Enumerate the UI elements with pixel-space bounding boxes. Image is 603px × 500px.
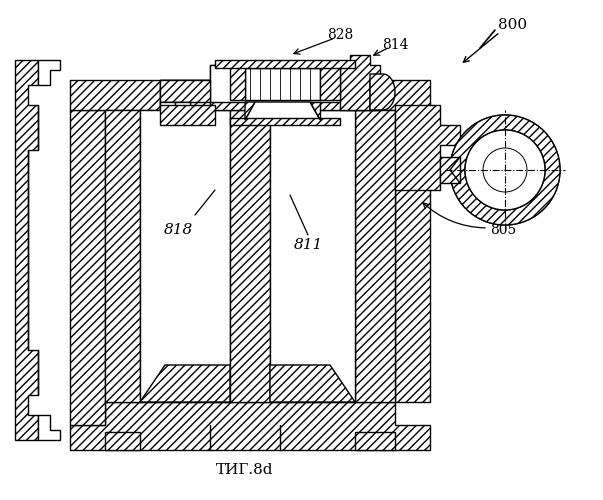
Text: 814: 814 <box>382 38 408 52</box>
Polygon shape <box>245 102 255 120</box>
Text: 800: 800 <box>499 18 528 32</box>
Polygon shape <box>310 102 320 120</box>
Polygon shape <box>15 60 38 440</box>
Polygon shape <box>245 68 320 100</box>
Polygon shape <box>105 432 140 450</box>
Polygon shape <box>140 365 230 402</box>
Polygon shape <box>105 110 140 402</box>
Text: 811: 811 <box>294 238 323 252</box>
Polygon shape <box>70 80 430 110</box>
Polygon shape <box>320 65 340 100</box>
Polygon shape <box>440 157 460 183</box>
Polygon shape <box>395 105 460 190</box>
Polygon shape <box>70 110 105 425</box>
Polygon shape <box>38 60 60 85</box>
Polygon shape <box>270 110 355 402</box>
Polygon shape <box>355 110 395 402</box>
Polygon shape <box>370 80 395 110</box>
Polygon shape <box>230 65 245 100</box>
Text: ΤИГ.8d: ΤИГ.8d <box>216 463 274 477</box>
Polygon shape <box>270 365 355 402</box>
Polygon shape <box>160 65 380 110</box>
Circle shape <box>483 148 527 192</box>
Circle shape <box>450 115 560 225</box>
Polygon shape <box>355 432 395 450</box>
Wedge shape <box>450 115 560 225</box>
Polygon shape <box>160 102 215 125</box>
Polygon shape <box>140 110 230 402</box>
Text: 818: 818 <box>163 223 192 237</box>
Circle shape <box>465 130 545 210</box>
Polygon shape <box>230 110 270 402</box>
Polygon shape <box>38 415 60 440</box>
Polygon shape <box>70 402 430 450</box>
Polygon shape <box>215 60 355 68</box>
Polygon shape <box>210 65 340 102</box>
Polygon shape <box>160 80 210 102</box>
Polygon shape <box>370 74 395 110</box>
Polygon shape <box>230 118 340 125</box>
Polygon shape <box>395 110 430 402</box>
Text: 828: 828 <box>327 28 353 42</box>
Polygon shape <box>340 55 380 110</box>
Polygon shape <box>160 80 210 110</box>
Text: 805: 805 <box>490 223 516 237</box>
Polygon shape <box>245 102 320 120</box>
Polygon shape <box>160 102 190 105</box>
